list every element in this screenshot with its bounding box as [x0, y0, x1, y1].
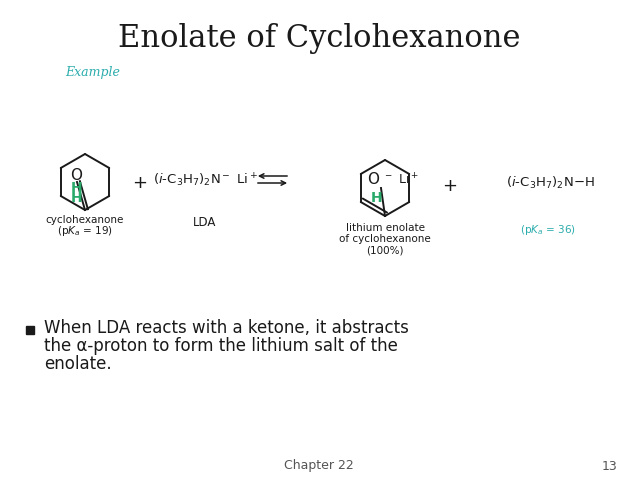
Text: the α-proton to form the lithium salt of the: the α-proton to form the lithium salt of…	[44, 337, 398, 355]
Text: O: O	[70, 168, 82, 182]
Text: H: H	[71, 181, 82, 195]
Text: lithium enolate: lithium enolate	[346, 223, 424, 233]
Text: $^-$ Li$^+$: $^-$ Li$^+$	[383, 172, 419, 188]
Text: H: H	[371, 191, 382, 205]
Text: (100%): (100%)	[366, 245, 404, 255]
Text: $(i$-C$_3$H$_7)_2$N$-$H: $(i$-C$_3$H$_7)_2$N$-$H	[505, 175, 595, 191]
Text: LDA: LDA	[193, 216, 217, 228]
Text: (p$K_a$ = 36): (p$K_a$ = 36)	[520, 223, 576, 237]
Text: 13: 13	[602, 459, 618, 472]
Text: H: H	[71, 191, 82, 205]
Text: enolate.: enolate.	[44, 355, 112, 373]
FancyBboxPatch shape	[26, 326, 34, 334]
Text: When LDA reacts with a ketone, it abstracts: When LDA reacts with a ketone, it abstra…	[44, 319, 409, 337]
Text: $(i$-C$_3$H$_7)_2$N$^-$ Li$^+$: $(i$-C$_3$H$_7)_2$N$^-$ Li$^+$	[152, 171, 258, 189]
Text: Example: Example	[65, 66, 120, 79]
Text: (p$K_a$ = 19): (p$K_a$ = 19)	[57, 224, 113, 238]
Text: +: +	[443, 177, 457, 195]
Text: +: +	[133, 174, 147, 192]
Text: of cyclohexanone: of cyclohexanone	[339, 234, 431, 244]
Text: Chapter 22: Chapter 22	[284, 459, 354, 472]
Text: cyclohexanone: cyclohexanone	[46, 215, 124, 225]
Text: O: O	[367, 172, 379, 187]
Text: Enolate of Cyclohexanone: Enolate of Cyclohexanone	[118, 23, 520, 54]
